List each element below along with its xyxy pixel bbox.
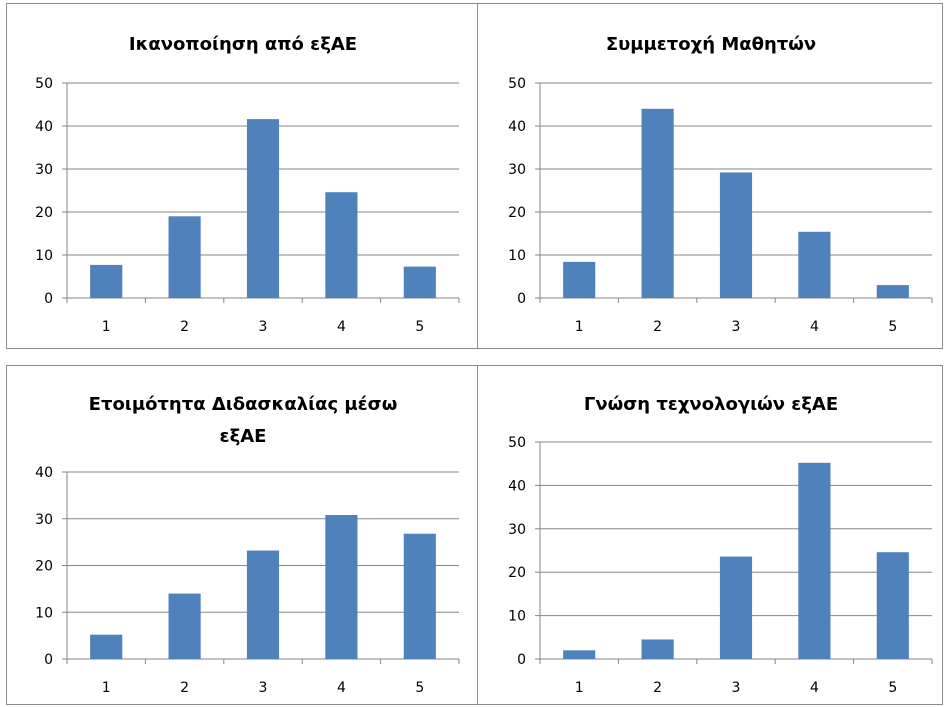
chart-title: εξΑΕ [220,426,267,447]
y-tick-label: 40 [35,465,53,481]
x-tick-label: 4 [337,319,346,335]
y-tick-label: 40 [35,119,53,135]
bar [876,552,909,659]
x-tick-label: 2 [180,680,189,696]
y-tick-label: 0 [44,652,53,668]
bar [325,192,358,298]
y-tick-label: 40 [508,478,526,494]
x-tick-label: 3 [732,319,741,335]
x-tick-label: 1 [575,319,584,335]
bar [641,108,674,298]
bar [246,550,280,659]
chart-panel-participation: Συμμετοχή Μαθητών 0 10 20 30 40 50 1 2 3 4 5 [477,3,943,349]
y-tick-label: 50 [35,76,53,92]
chart-title: Ετοιμότητα Διδασκαλίας μέσω [89,394,398,415]
x-tick-label: 1 [102,319,111,335]
bar [641,639,674,659]
bar [325,515,358,659]
chart-panel-satisfaction: Ικανοποίηση από εξΑΕ 0 10 20 30 40 50 1 2 3 4 5 [6,3,478,349]
x-tick-label: 4 [810,680,819,696]
y-tick-label: 10 [508,609,526,625]
bar [563,261,596,298]
x-tick-label: 1 [575,680,584,696]
y-tick-label: 20 [35,559,53,575]
bar [876,285,909,298]
x-tick-label: 2 [653,680,662,696]
x-tick-label: 3 [259,319,268,335]
y-tick-label: 30 [508,522,526,538]
x-tick-label: 2 [180,319,189,335]
x-tick-label: 4 [337,680,346,696]
chart-svg: Συμμετοχή Μαθητών 0 10 20 30 40 50 1 2 3 4 5 [508,34,933,335]
chart-title: Ικανοποίηση από εξΑΕ [129,34,357,55]
y-tick-label: 0 [517,652,526,668]
bar [90,264,123,298]
y-tick-label: 10 [35,605,53,621]
chart-title: Συμμετοχή Μαθητών [606,34,816,55]
y-tick-label: 30 [35,512,53,528]
x-tick-label: 5 [888,319,897,335]
bar [90,634,123,659]
y-tick-label: 10 [508,248,526,264]
x-tick-label: 5 [888,680,897,696]
y-tick-label: 40 [508,119,526,135]
y-tick-label: 20 [35,205,53,221]
y-tick-label: 0 [517,291,526,307]
x-tick-label: 5 [415,680,424,696]
x-tick-label: 3 [259,680,268,696]
chart-svg: Ετοιμότητα Διδασκαλίας μέσω εξΑΕ 0 10 20 30 40… [35,394,460,696]
y-tick-label: 20 [508,205,526,221]
x-tick-label: 4 [810,319,819,335]
chart-svg: Ικανοποίηση από εξΑΕ 0 10 20 30 40 50 1 2 3 4 5 [35,34,460,335]
y-tick-label: 30 [508,162,526,178]
bar [563,650,596,659]
x-tick-label: 2 [653,319,662,335]
bar [719,556,753,659]
bar [403,533,436,659]
bar [403,266,436,298]
y-tick-label: 30 [35,162,53,178]
bar [798,462,831,659]
y-tick-label: 10 [35,248,53,264]
chart-panel-technology-knowledge: Γνώση τεχνολογιών εξΑΕ 0 10 20 30 40 50 1 2 3 4 5 [477,365,943,705]
y-tick-label: 0 [44,291,53,307]
bar [719,172,753,298]
bar [168,593,201,659]
bar [168,216,201,298]
chart-panel-readiness: Ετοιμότητα Διδασκαλίας μέσω εξΑΕ 0 10 20 30 40… [6,365,478,705]
bar [246,119,280,299]
x-tick-label: 5 [415,319,424,335]
chart-svg: Γνώση τεχνολογιών εξΑΕ 0 10 20 30 40 50 1 2 3 4 5 [508,394,933,696]
y-tick-label: 50 [508,76,526,92]
chart-title: Γνώση τεχνολογιών εξΑΕ [584,394,838,415]
y-tick-label: 20 [508,565,526,581]
bar [798,231,831,298]
x-tick-label: 3 [732,680,741,696]
y-tick-label: 50 [508,435,526,451]
x-tick-label: 1 [102,680,111,696]
